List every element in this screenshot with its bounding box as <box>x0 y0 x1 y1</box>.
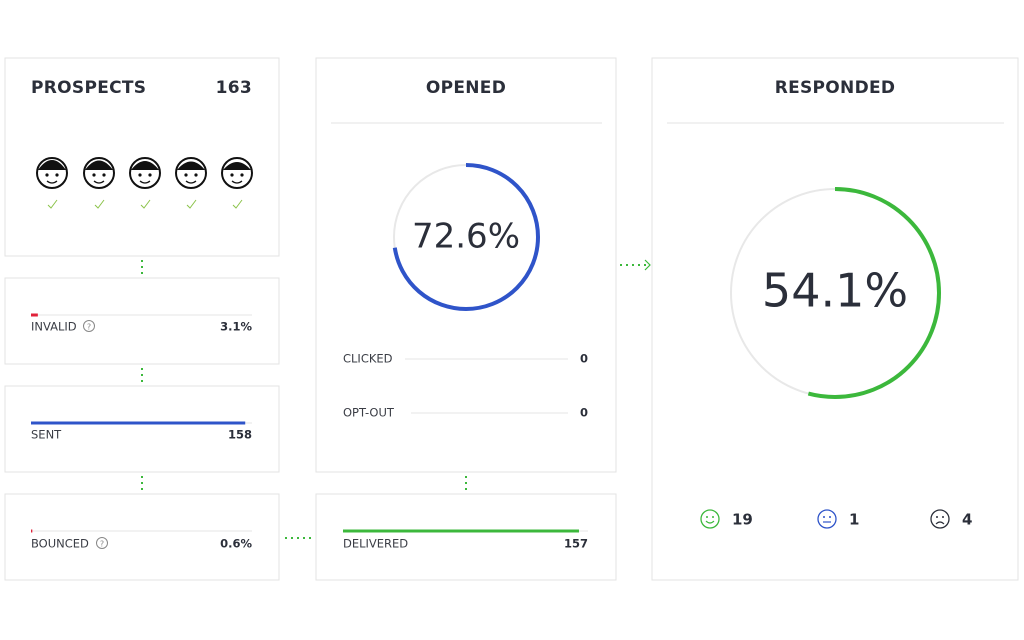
avatar-mouth <box>46 180 58 184</box>
sent-label: SENT <box>31 428 62 442</box>
bar <box>31 313 38 317</box>
sentiment-eye <box>942 516 944 518</box>
sentiment-icon <box>700 509 720 529</box>
check <box>47 199 58 209</box>
sentiment-eye <box>936 516 938 518</box>
help-icon[interactable] <box>83 320 95 332</box>
help-icon[interactable] <box>96 537 108 549</box>
opened-card <box>315 57 617 473</box>
responded-rate: 54.1% <box>762 264 908 318</box>
bounced-card <box>4 493 280 581</box>
avatar-hair <box>38 160 66 170</box>
help-icon-glyph: ? <box>100 540 104 549</box>
opened-title: OPENED <box>426 78 506 98</box>
sentiment-count: 1 <box>849 511 859 529</box>
avatar-mouth <box>231 180 243 184</box>
avatar-eye <box>184 173 188 177</box>
delivered-label: DELIVERED <box>343 537 408 551</box>
avatar-hair <box>131 161 159 170</box>
prospects-count: 163 <box>216 78 252 98</box>
check <box>186 199 197 209</box>
check <box>94 199 105 209</box>
sentiment-count: 19 <box>732 511 753 529</box>
row-label: OPT-OUT <box>343 406 395 420</box>
bar <box>31 421 246 425</box>
invalid-value: 3.1% <box>220 320 252 334</box>
sentiment-eye <box>706 516 708 518</box>
sent-value: 158 <box>228 428 252 442</box>
invalid-card <box>4 277 280 365</box>
prospects-title: PROSPECTS <box>31 78 146 98</box>
sentiment-icon <box>930 509 950 529</box>
ring-arc <box>392 163 540 311</box>
avatar-hair <box>85 160 113 170</box>
check <box>232 199 243 209</box>
sentiment-eye <box>712 516 714 518</box>
sentiment-count: 4 <box>962 511 972 529</box>
delivered-card <box>315 493 617 581</box>
sent-card <box>4 385 280 473</box>
bounced-value: 0.6% <box>220 537 252 551</box>
invalid-label: INVALID <box>31 320 77 334</box>
bar <box>343 529 579 533</box>
avatar-eye <box>102 173 106 177</box>
bounced-label: BOUNCED <box>31 537 89 551</box>
bar <box>31 529 33 533</box>
sentiment-eye <box>823 516 825 518</box>
row-value: 0 <box>580 406 588 420</box>
avatar-eye <box>45 173 49 177</box>
avatar-eye <box>240 173 244 177</box>
prospects-card <box>4 57 280 257</box>
avatars <box>36 157 253 209</box>
help-icon-glyph: ? <box>87 323 91 332</box>
connectors <box>141 259 651 539</box>
avatar-eye <box>194 173 198 177</box>
avatar-hair <box>177 161 205 170</box>
avatar-mouth <box>185 180 197 184</box>
connector-arrow <box>644 259 651 271</box>
row-value: 0 <box>580 352 588 366</box>
sentiment-mouth <box>705 520 715 524</box>
avatar-mouth <box>93 180 105 184</box>
avatar-eye <box>148 173 152 177</box>
sentiment-eye <box>829 516 831 518</box>
avatar-eye <box>230 173 234 177</box>
opened-rate: 72.6% <box>412 217 520 257</box>
ring-arc <box>729 187 941 399</box>
sentiment-mouth <box>935 521 945 525</box>
avatar-eye <box>92 173 96 177</box>
avatar-mouth <box>139 180 151 184</box>
delivered-value: 157 <box>564 537 588 551</box>
avatar-hair <box>223 162 251 170</box>
responded-card <box>651 57 1019 581</box>
sentiment-icon <box>817 509 837 529</box>
avatar-eye <box>55 173 59 177</box>
responded-title: RESPONDED <box>775 78 896 98</box>
check <box>140 199 151 209</box>
row-label: CLICKED <box>343 352 393 366</box>
avatar-eye <box>138 173 142 177</box>
